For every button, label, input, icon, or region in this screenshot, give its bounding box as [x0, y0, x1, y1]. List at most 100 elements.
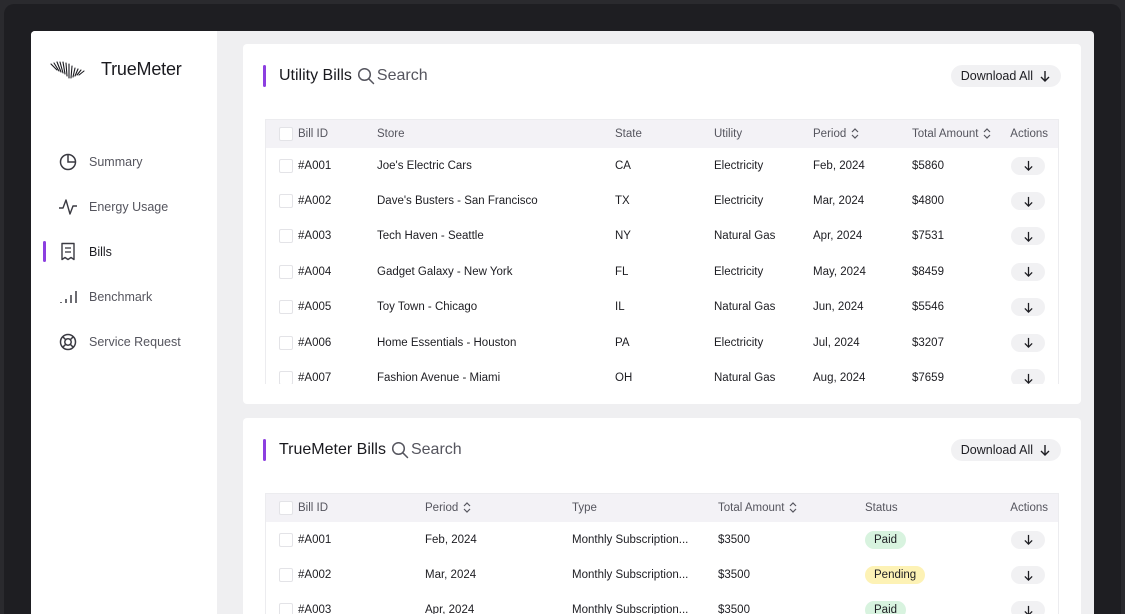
utility-cell: Natural Gas: [714, 372, 776, 384]
search-placeholder: Search: [410, 441, 462, 458]
total-amount-cell: $3500: [718, 569, 750, 582]
truemeter-bills-table-container[interactable]: Bill ID Period Type Total Amount Status …: [265, 493, 1059, 614]
row-checkbox[interactable]: [279, 603, 293, 614]
column-header-status: Status: [865, 502, 898, 514]
download-button[interactable]: [1011, 262, 1045, 281]
type-cell: Monthly Subscription...: [572, 604, 689, 614]
sidebar-item-bills[interactable]: Bills: [31, 229, 217, 274]
row-checkbox[interactable]: [279, 158, 293, 173]
arrow-down-icon: [1023, 535, 1033, 546]
download-button[interactable]: [1011, 227, 1045, 246]
select-all-checkbox[interactable]: [279, 501, 293, 515]
utility-bills-table: Bill ID Store State Utility Period Total…: [266, 120, 1058, 384]
table-row[interactable]: #A006 Home Essentials - Houston PA Elect…: [266, 325, 1058, 360]
download-button[interactable]: [1011, 298, 1045, 317]
search-placeholder: Search: [376, 67, 428, 84]
table-row[interactable]: #A002 Dave's Busters - San Francisco TX …: [266, 183, 1058, 218]
bill-id-cell: #A002: [298, 195, 332, 208]
select-all-checkbox[interactable]: [279, 127, 293, 141]
section-accent-bar: [263, 65, 266, 87]
sort-icon[interactable]: [463, 502, 471, 514]
logo[interactable]: TrueMeter: [49, 59, 182, 80]
period-cell: Apr, 2024: [425, 604, 475, 614]
total-amount-cell: $5546: [912, 301, 944, 314]
column-header-total-amount[interactable]: Total Amount: [912, 120, 1006, 148]
state-cell: IL: [615, 301, 625, 314]
utility-cell: Electricity: [714, 159, 764, 172]
utility-cell: Electricity: [714, 265, 764, 278]
sidebar-nav: Summary Energy Usage Bills Benchmark: [31, 139, 217, 364]
download-button[interactable]: [1011, 156, 1045, 175]
table-header-row: Bill ID Store State Utility Period Total…: [266, 120, 1058, 148]
download-button[interactable]: [1011, 601, 1045, 614]
total-amount-cell: $3207: [912, 336, 944, 349]
download-button[interactable]: [1011, 566, 1045, 585]
table-row[interactable]: #A003 Tech Haven - Seattle NY Natural Ga…: [266, 219, 1058, 254]
column-header-state: State: [615, 128, 642, 140]
period-cell: Mar, 2024: [425, 569, 477, 582]
truemeter-bills-card: TrueMeter Bills Search Download All Bill…: [243, 418, 1081, 614]
row-checkbox[interactable]: [279, 371, 293, 384]
utility-cell: Electricity: [714, 336, 764, 349]
download-button[interactable]: [1011, 530, 1045, 549]
column-header-period[interactable]: Period: [813, 120, 912, 148]
arrow-down-icon: [1023, 267, 1033, 278]
utility-bills-table-container[interactable]: Bill ID Store State Utility Period Total…: [265, 119, 1059, 384]
total-amount-cell: $3500: [718, 533, 750, 546]
arrow-down-icon: [1023, 161, 1033, 172]
row-checkbox[interactable]: [279, 194, 293, 209]
arrow-down-icon: [1023, 196, 1033, 207]
sidebar-item-service-request[interactable]: Service Request: [31, 319, 217, 364]
bill-id-cell: #A003: [298, 230, 332, 243]
utility-bills-header: Utility Bills Search Download All: [263, 64, 1061, 88]
truemeter-logo-icon: [50, 60, 85, 79]
download-button[interactable]: [1011, 192, 1045, 211]
search-icon: [357, 67, 375, 85]
state-cell: PA: [615, 336, 630, 349]
summary-icon: [58, 152, 78, 172]
store-cell: Tech Haven - Seattle: [377, 230, 484, 243]
column-header-total-amount[interactable]: Total Amount: [718, 494, 865, 522]
download-all-button[interactable]: Download All: [950, 65, 1061, 87]
sidebar-item-label: Summary: [89, 154, 143, 169]
download-all-button[interactable]: Download All: [950, 439, 1061, 461]
sidebar-item-energy-usage[interactable]: Energy Usage: [31, 184, 217, 229]
utility-bills-search[interactable]: Search: [357, 67, 428, 85]
period-cell: May, 2024: [813, 265, 866, 278]
column-header-period[interactable]: Period: [425, 494, 572, 522]
period-cell: Mar, 2024: [813, 195, 865, 208]
utility-bills-card: Utility Bills Search Download All Bill I…: [243, 44, 1081, 404]
download-button[interactable]: [1011, 369, 1045, 384]
row-checkbox[interactable]: [279, 568, 293, 583]
sort-icon[interactable]: [789, 502, 797, 514]
download-all-label: Download All: [960, 443, 1033, 457]
table-row[interactable]: #A001 Joe's Electric Cars CA Electricity…: [266, 148, 1058, 183]
table-row[interactable]: #A004 Gadget Galaxy - New York FL Electr…: [266, 254, 1058, 289]
sort-icon[interactable]: [851, 128, 859, 140]
truemeter-bills-table: Bill ID Period Type Total Amount Status …: [266, 494, 1058, 614]
type-cell: Monthly Subscription...: [572, 569, 689, 582]
table-row[interactable]: #A002 Mar, 2024 Monthly Subscription... …: [266, 557, 1058, 592]
sort-icon[interactable]: [983, 128, 991, 140]
truemeter-bills-search[interactable]: Search: [391, 441, 462, 459]
table-row[interactable]: #A003 Apr, 2024 Monthly Subscription... …: [266, 593, 1058, 614]
sidebar-item-summary[interactable]: Summary: [31, 139, 217, 184]
row-checkbox[interactable]: [279, 264, 293, 279]
sidebar-item-benchmark[interactable]: Benchmark: [31, 274, 217, 319]
row-checkbox[interactable]: [279, 335, 293, 350]
bill-id-cell: #A001: [298, 533, 332, 546]
total-amount-cell: $3500: [718, 604, 750, 614]
table-row[interactable]: #A001 Feb, 2024 Monthly Subscription... …: [266, 522, 1058, 557]
column-header-label: Total Amount: [718, 502, 785, 514]
sidebar-item-label: Service Request: [89, 334, 181, 349]
row-checkbox[interactable]: [279, 229, 293, 244]
table-row[interactable]: #A005 Toy Town - Chicago IL Natural Gas …: [266, 290, 1058, 325]
table-row[interactable]: #A007 Fashion Avenue - Miami OH Natural …: [266, 360, 1058, 384]
period-cell: Aug, 2024: [813, 372, 866, 384]
download-button[interactable]: [1011, 333, 1045, 352]
section-accent-bar: [263, 439, 266, 461]
total-amount-cell: $7531: [912, 230, 944, 243]
bill-id-cell: #A005: [298, 301, 332, 314]
row-checkbox[interactable]: [279, 300, 293, 315]
row-checkbox[interactable]: [279, 532, 293, 547]
